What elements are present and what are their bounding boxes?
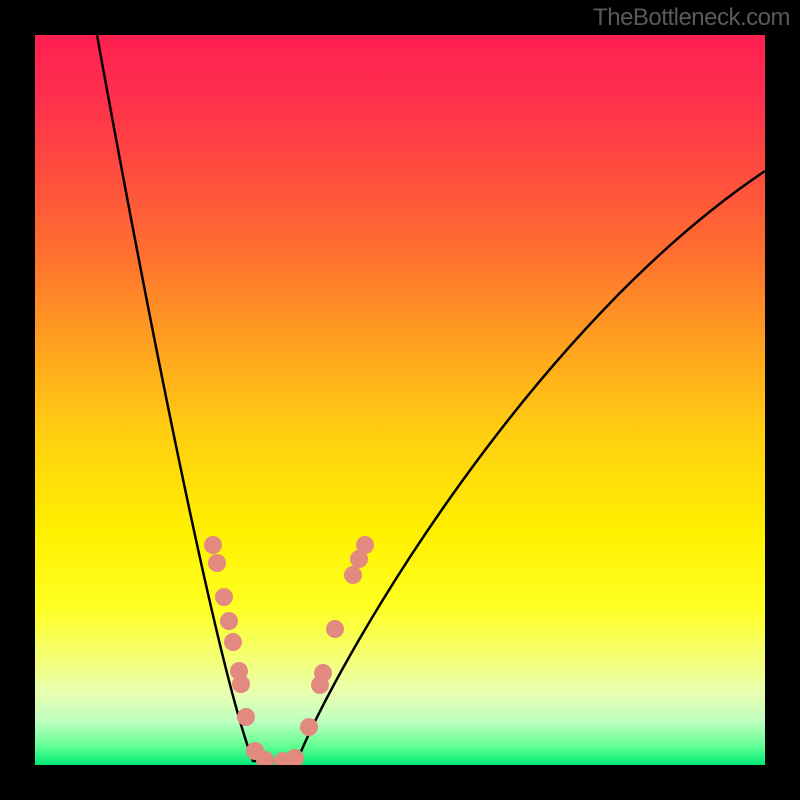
watermark-text: TheBottleneck.com <box>593 4 790 32</box>
data-point <box>215 588 233 606</box>
data-point <box>344 566 362 584</box>
data-point <box>224 633 242 651</box>
data-point <box>286 749 304 765</box>
bottleneck-curve <box>35 35 765 765</box>
data-point <box>232 675 250 693</box>
data-point <box>208 554 226 572</box>
plot-area <box>35 35 765 765</box>
data-point <box>237 708 255 726</box>
data-point <box>314 664 332 682</box>
data-point <box>204 536 222 554</box>
data-point <box>220 612 238 630</box>
data-point <box>256 751 274 765</box>
data-point <box>356 536 374 554</box>
data-point <box>300 718 318 736</box>
data-point <box>326 620 344 638</box>
